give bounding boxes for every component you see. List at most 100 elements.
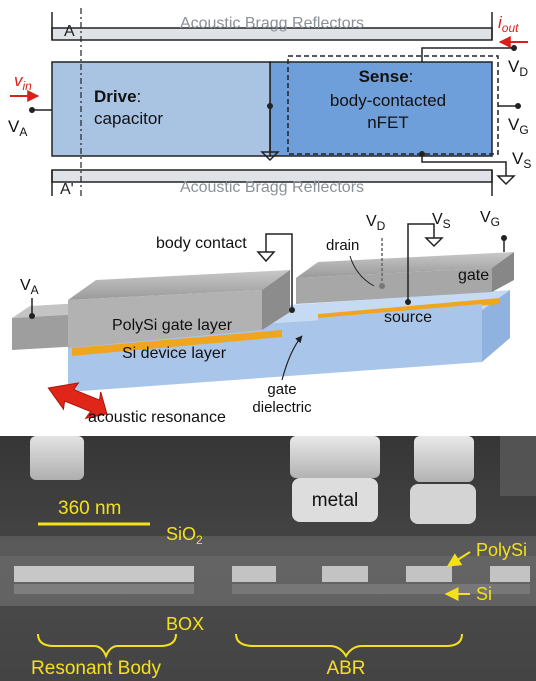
- vs-wire: [421, 154, 507, 176]
- abr-label: ABR: [326, 658, 365, 679]
- vs-label: V: [512, 149, 524, 168]
- svg-text:VG: VG: [508, 115, 529, 137]
- gate-dielectric-label-1: gate: [267, 381, 296, 398]
- resonant-body-brace: [37, 633, 177, 659]
- gate-label: gate: [458, 267, 489, 284]
- device-3d: body contact VD drain VS source VG gate …: [12, 209, 514, 426]
- si-label: Si: [476, 584, 492, 604]
- source-label: source: [384, 309, 432, 326]
- source-node: [405, 299, 411, 305]
- vin-label: v: [14, 71, 24, 90]
- vd3d-label: V: [366, 213, 377, 230]
- si-layer-side: [482, 290, 510, 362]
- sio2-sub: 2: [196, 533, 203, 547]
- vs3d-wire: [407, 223, 435, 302]
- drain-label: drain: [326, 237, 359, 254]
- si-strip-abr-2: [322, 566, 368, 582]
- svg-text:Sense:: Sense:: [359, 67, 414, 86]
- metal-plug-mid-top: [290, 436, 380, 478]
- va3d-sub: A: [31, 283, 39, 297]
- drive-title: Drive: [94, 87, 137, 106]
- drain-node: [379, 283, 385, 289]
- vd-sub: D: [519, 65, 528, 79]
- metal-plug-far-right: [500, 436, 536, 496]
- gate-dielectric-label-2: dielectric: [252, 399, 312, 416]
- vd-label: V: [508, 57, 520, 76]
- vs-node: [419, 151, 425, 157]
- va-sub: A: [19, 125, 27, 139]
- vg-label: V: [508, 115, 520, 134]
- body-contact-label: body contact: [156, 235, 247, 252]
- section-label-top: A: [64, 23, 75, 40]
- section-label-bottom: A': [60, 181, 74, 198]
- vs-sub: S: [523, 157, 531, 171]
- svg-text:VD: VD: [508, 57, 528, 79]
- resonant-body-label: Resonant Body: [31, 658, 161, 679]
- drive-region: [51, 61, 271, 157]
- polysi-layer-label: PolySi gate layer: [112, 317, 233, 334]
- vg3d-label: V: [480, 209, 491, 226]
- body-contact-wire: [265, 233, 293, 310]
- source-region: [318, 304, 482, 340]
- vs3d-ground-icon: [424, 237, 444, 248]
- svg-text:VA: VA: [8, 117, 27, 139]
- dielectric-leader: [281, 335, 303, 381]
- svg-text:SiO2: SiO2: [166, 524, 203, 547]
- drain-leader: [349, 255, 375, 287]
- gate-right-top: [296, 252, 514, 278]
- si-layer-label: Si device layer: [122, 345, 227, 362]
- ground-icon: [260, 151, 280, 162]
- iout-label: i: [498, 13, 503, 32]
- dielectric-left: [72, 330, 282, 356]
- body-contact-node: [289, 307, 295, 313]
- sense-region: [269, 61, 493, 157]
- sense-title: Sense: [359, 67, 409, 86]
- sense-desc-2: nFET: [367, 113, 409, 132]
- va3d-label: V: [20, 277, 31, 294]
- body-ground-icon-3d: [256, 251, 276, 263]
- sio2-label: SiO: [166, 524, 196, 544]
- vd-wire: [421, 47, 514, 62]
- body-ground-node: [267, 103, 273, 109]
- abr-bottom-label: Acoustic Bragg Reflectors: [180, 179, 364, 196]
- vin-sub: in: [23, 79, 33, 93]
- si-strip-abr-1: [232, 566, 276, 582]
- vg-node: [515, 103, 521, 109]
- vs3d-label: V: [432, 211, 443, 228]
- polysi-arrow: [446, 551, 471, 567]
- vs3d-sub: S: [443, 217, 451, 231]
- acoustic-resonance-label: acoustic resonance: [88, 409, 226, 426]
- input-arm-front: [12, 314, 82, 350]
- si-strip-abr-4: [490, 566, 530, 582]
- vg3d-sub: G: [491, 215, 500, 229]
- box-label: BOX: [166, 614, 204, 634]
- svg-text:VS: VS: [512, 149, 531, 171]
- svg-text:iout: iout: [498, 13, 519, 35]
- si-strip-resonant: [14, 566, 194, 582]
- vd-node: [511, 45, 517, 51]
- scale-bar-label: 360 nm: [58, 498, 121, 519]
- drive-desc: capacitor: [94, 109, 163, 128]
- vs-ground-icon: [496, 175, 516, 186]
- sem-micrograph: 360 nm SiO2 metal PolySi Si BOX Resonant…: [0, 436, 536, 681]
- poly-left-side: [262, 270, 290, 330]
- metal-plug-mid: [292, 478, 378, 522]
- gate-right-side: [492, 252, 514, 292]
- vg-sub: G: [519, 123, 528, 137]
- sense-boundary: [287, 55, 499, 155]
- va3d-node: [29, 313, 35, 319]
- vg3d-node: [501, 235, 507, 241]
- abr-top-label: Acoustic Bragg Reflectors: [180, 15, 364, 32]
- svg-text:VD: VD: [366, 213, 386, 233]
- vd3d-sub: D: [377, 219, 386, 233]
- svg-text:vin: vin: [14, 71, 32, 93]
- va-node: [29, 107, 35, 113]
- metal-label: metal: [312, 490, 358, 511]
- svg-text:VG: VG: [480, 209, 500, 229]
- top-schematic: Acoustic Bragg Reflectors Acoustic Bragg…: [8, 8, 531, 198]
- iout-sub: out: [502, 21, 519, 35]
- sense-desc-1: body-contacted: [330, 91, 446, 110]
- polysi-label: PolySi: [476, 540, 527, 560]
- metal-plug-right-top: [414, 436, 474, 482]
